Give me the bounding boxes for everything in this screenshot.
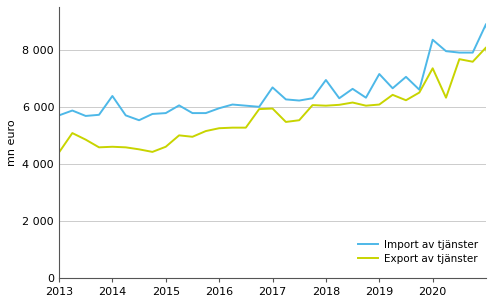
Import av tjänster — [83, 114, 89, 118]
Import av tjänster — [136, 118, 142, 122]
Export av tjänster — [109, 145, 115, 149]
Export av tjänster — [310, 103, 316, 107]
Import av tjänster — [109, 94, 115, 98]
Export av tjänster — [256, 107, 262, 111]
Export av tjänster — [323, 104, 329, 108]
Line: Import av tjänster: Import av tjänster — [59, 24, 493, 120]
Import av tjänster — [283, 98, 289, 101]
Export av tjänster — [417, 91, 423, 94]
Import av tjänster — [323, 78, 329, 82]
Import av tjänster — [176, 104, 182, 107]
Import av tjänster — [123, 114, 129, 117]
Import av tjänster — [336, 96, 342, 100]
Import av tjänster — [350, 87, 355, 91]
Export av tjänster — [56, 151, 62, 154]
Import av tjänster — [457, 51, 462, 54]
Import av tjänster — [417, 88, 423, 92]
Export av tjänster — [243, 126, 249, 130]
Import av tjänster — [296, 99, 302, 102]
Import av tjänster — [230, 103, 236, 106]
Import av tjänster — [163, 111, 169, 115]
Import av tjänster — [149, 112, 155, 116]
Export av tjänster — [189, 135, 195, 139]
Import av tjänster — [310, 96, 316, 100]
Import av tjänster — [96, 113, 102, 117]
Export av tjänster — [149, 150, 155, 154]
Export av tjänster — [457, 57, 462, 61]
Import av tjänster — [56, 114, 62, 117]
Export av tjänster — [83, 138, 89, 141]
Import av tjänster — [483, 22, 489, 26]
Import av tjänster — [430, 38, 436, 42]
Import av tjänster — [470, 51, 476, 54]
Import av tjänster — [389, 86, 395, 90]
Export av tjänster — [176, 133, 182, 137]
Export av tjänster — [376, 103, 382, 106]
Export av tjänster — [483, 46, 489, 49]
Export av tjänster — [96, 146, 102, 149]
Export av tjänster — [163, 145, 169, 149]
Export av tjänster — [470, 60, 476, 64]
Y-axis label: mn euro: mn euro — [7, 119, 17, 166]
Import av tjänster — [243, 104, 249, 108]
Export av tjänster — [363, 104, 369, 108]
Export av tjänster — [70, 131, 75, 135]
Import av tjänster — [270, 86, 276, 89]
Import av tjänster — [256, 105, 262, 109]
Import av tjänster — [216, 106, 222, 110]
Export av tjänster — [123, 146, 129, 149]
Export av tjänster — [336, 103, 342, 107]
Export av tjänster — [296, 118, 302, 122]
Import av tjänster — [70, 109, 75, 112]
Import av tjänster — [403, 75, 409, 79]
Export av tjänster — [230, 126, 236, 130]
Export av tjänster — [403, 98, 409, 102]
Import av tjänster — [203, 111, 209, 115]
Export av tjänster — [430, 67, 436, 70]
Line: Export av tjänster: Export av tjänster — [59, 47, 493, 153]
Export av tjänster — [203, 129, 209, 133]
Import av tjänster — [363, 96, 369, 99]
Export av tjänster — [350, 101, 355, 104]
Export av tjänster — [443, 96, 449, 99]
Export av tjänster — [136, 147, 142, 151]
Export av tjänster — [389, 93, 395, 97]
Import av tjänster — [189, 111, 195, 115]
Import av tjänster — [376, 72, 382, 76]
Export av tjänster — [283, 120, 289, 124]
Export av tjänster — [270, 107, 276, 110]
Import av tjänster — [443, 49, 449, 53]
Legend: Import av tjänster, Export av tjänster: Import av tjänster, Export av tjänster — [354, 237, 481, 268]
Export av tjänster — [216, 126, 222, 130]
